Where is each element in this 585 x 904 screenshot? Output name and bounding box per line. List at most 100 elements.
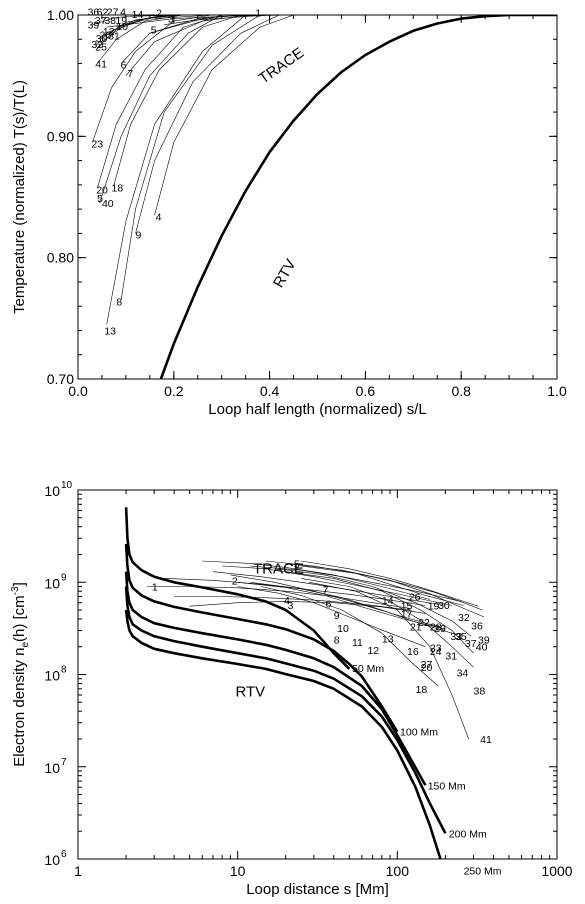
- curve-label: 23: [91, 139, 103, 151]
- series-line-26: [99, 15, 165, 44]
- curve-label: 18: [416, 684, 428, 696]
- series-line-4: [174, 596, 411, 611]
- curve-label: 3: [168, 14, 174, 26]
- series-line-1: [146, 586, 411, 609]
- y-axis-label-end: ]: [11, 582, 28, 586]
- curve-label: 8: [116, 296, 122, 308]
- y-tick-label: 0.70: [47, 371, 74, 387]
- series-line-1: [106, 15, 366, 28]
- y-tick-exponent: 7: [61, 757, 67, 768]
- series-line-13: [106, 15, 246, 325]
- curve-label: 5: [151, 25, 157, 37]
- curve-label: 33: [450, 631, 462, 643]
- curve-label: 9: [135, 230, 141, 242]
- series-group: [124, 507, 485, 859]
- curve-label: 38: [104, 15, 116, 27]
- curve-label: 40: [102, 198, 114, 210]
- y-tick-label: 10: [44, 852, 60, 868]
- curve-label: 8: [334, 634, 340, 646]
- y-tick-label: 10: [44, 668, 60, 684]
- curve-label: 36: [471, 620, 483, 632]
- y-tick-label: 1.00: [47, 7, 74, 23]
- curve-label: 10: [116, 21, 128, 33]
- curve-label: 22: [418, 617, 430, 629]
- x-axis-label: Loop half length (normalized) s/L: [208, 401, 426, 418]
- curve-label: 35: [455, 631, 467, 643]
- curve-label: 4: [120, 6, 126, 18]
- series-line-12: [106, 15, 174, 34]
- y-axis-label: Electron density ne(h) [cm-3]: [10, 582, 31, 767]
- curve-label: 2: [232, 575, 238, 587]
- series-line-20: [96, 15, 222, 189]
- curve-label: 10: [337, 623, 349, 635]
- series-line-3: [189, 601, 426, 614]
- x-tick-label: 0.0: [68, 383, 88, 399]
- curve-label: 25: [95, 42, 107, 54]
- y-tick-label: 10: [44, 760, 60, 776]
- series-line-40: [99, 15, 222, 204]
- x-tick-label: 0.8: [451, 383, 471, 399]
- series-line-4: [154, 15, 294, 216]
- curve-label: 31: [445, 651, 457, 663]
- curve-label: 12: [103, 26, 115, 38]
- curve-label: 27: [107, 6, 119, 18]
- curve-label: 30: [96, 33, 108, 45]
- curve-label: 37: [465, 638, 477, 650]
- series-line-38: [301, 578, 474, 668]
- curve-label: 19: [428, 600, 440, 612]
- curve-label: 4: [156, 211, 162, 223]
- annotation-trace: TRACE: [256, 44, 307, 87]
- curve-label: 41: [480, 734, 492, 746]
- series-line-18: [113, 15, 241, 185]
- curve-label: 37: [95, 15, 107, 27]
- series-line-41: [309, 582, 469, 740]
- series-line-9: [230, 574, 439, 627]
- curve-label: 50 Mm: [352, 663, 384, 675]
- curve-label: 14: [132, 9, 144, 21]
- x-axis-label: Loop distance s [Mm]: [246, 881, 389, 898]
- series-line-250-mm: [124, 609, 442, 859]
- series-line-36: [92, 15, 150, 25]
- curve-label: 3: [287, 600, 293, 612]
- temperature-chart: 0.0 0.2 0.4 0.6 0.8 1.00.700.800.901.00 123514…: [11, 6, 567, 418]
- curve-label: 39: [88, 20, 100, 32]
- curve-label: 18: [112, 182, 124, 194]
- annotation-trace: TRACE: [253, 560, 304, 577]
- y-tick-label: 10: [44, 483, 60, 499]
- x-tick-label: 1: [74, 863, 82, 879]
- series-line-14: [250, 565, 461, 602]
- curve-label: 30: [438, 600, 450, 612]
- curve-label: 40: [476, 642, 488, 654]
- x-tick-label: 10: [230, 863, 246, 879]
- curve-label: 6: [121, 60, 127, 72]
- curve-label: 1: [152, 581, 158, 593]
- curve-label: 150 Mm: [428, 780, 466, 792]
- curve-label: 23: [430, 643, 442, 655]
- curve-label: 62: [97, 6, 109, 18]
- curve-label: 21: [410, 622, 422, 634]
- y-axis-label: Temperature (normalized) T(s)/T(L): [11, 80, 28, 314]
- y-axis-label-main: Electron density n: [11, 648, 28, 767]
- x-tick-label: 0.6: [356, 383, 376, 399]
- curve-label: 24: [430, 646, 442, 658]
- curve-label: 5: [294, 558, 300, 570]
- curve-label: 14: [382, 595, 394, 607]
- curve-label: 4: [284, 595, 290, 607]
- curve-label: 19: [115, 15, 127, 27]
- y-tick-exponent: 6: [61, 849, 67, 860]
- series-line-8: [237, 586, 426, 647]
- series-line-100-mm: [124, 543, 399, 733]
- series-line-5: [149, 15, 270, 34]
- series-line-41: [96, 15, 184, 64]
- curve-label: 20: [421, 662, 433, 674]
- curve-label: 27: [421, 659, 433, 671]
- series-line-7: [125, 15, 251, 76]
- y-tick-exponent: 9: [61, 572, 67, 583]
- series-line-200-mm: [124, 586, 447, 834]
- curve-label: 250 Mm: [464, 866, 502, 878]
- series-line-23: [92, 15, 213, 143]
- series-line-36: [301, 565, 483, 611]
- y-axis-label-main: Temperature (normalized) T(s)/T(L): [11, 80, 28, 314]
